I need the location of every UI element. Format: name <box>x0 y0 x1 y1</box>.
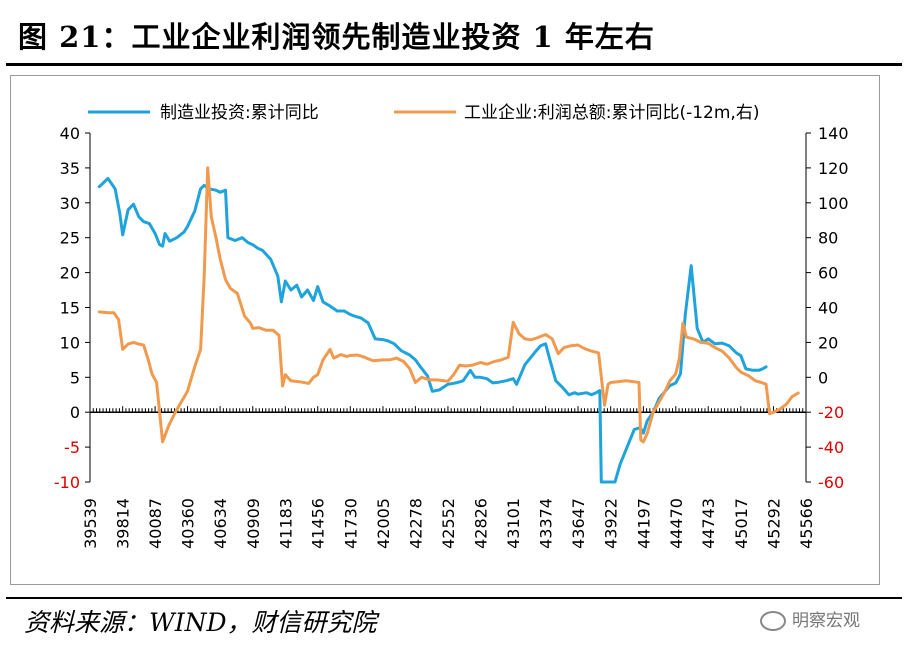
legend-label-orange: 工业企业:利润总额:累计同比(-12m,右) <box>464 103 759 123</box>
x-tick-label: 43922 <box>602 498 621 549</box>
wechat-icon <box>760 611 786 631</box>
figure-title: 图 21：工业企业利润领先制造业投资 1 年左右 <box>18 20 655 54</box>
x-tick-label: 41456 <box>309 498 328 549</box>
x-tick-label: 40909 <box>244 498 263 549</box>
series-line-manufacturing-investment <box>97 176 768 484</box>
y-right-tick-label: 80 <box>818 229 838 248</box>
y-right-tick-label: -60 <box>818 473 844 492</box>
x-tick-label: 40634 <box>211 498 230 549</box>
series-lines <box>97 166 800 484</box>
y-right-tick-label: 0 <box>818 368 828 387</box>
y-left-tick-label: 20 <box>60 264 80 283</box>
y-right-tick-label: -40 <box>818 438 844 457</box>
x-tick-label: 42005 <box>374 498 393 549</box>
y-left-tick-label: -10 <box>54 473 80 492</box>
y-left-tick-label: 25 <box>60 229 80 248</box>
y-right-tick-label: 120 <box>818 159 849 178</box>
x-tick-label: 40087 <box>146 498 165 549</box>
y-right-tick-label: 140 <box>818 124 849 143</box>
legend: 制造业投资:累计同比 工业企业:利润总额:累计同比(-12m,右) <box>88 103 759 123</box>
watermark: 明察宏观 <box>760 606 860 631</box>
x-tick-label: 39539 <box>81 498 100 549</box>
x-tick-label: 40360 <box>179 498 198 549</box>
x-tick-label: 42552 <box>439 498 458 549</box>
x-tick-label: 44197 <box>634 498 653 549</box>
x-tick-label: 45292 <box>764 498 783 549</box>
title-rule <box>6 63 902 66</box>
x-tick-label: 43374 <box>537 498 556 549</box>
y-right-tick-label: 40 <box>818 299 838 318</box>
legend-label-blue: 制造业投资:累计同比 <box>160 103 319 123</box>
chart-frame <box>10 75 880 585</box>
x-tick-label: 44743 <box>699 498 718 549</box>
y-right-tick-label: -20 <box>818 403 844 422</box>
x-tick-label: 45566 <box>797 498 816 549</box>
y-left-tick-label: 40 <box>60 124 80 143</box>
y-left-tick-label: 10 <box>60 333 80 352</box>
x-tick-label: 41183 <box>276 498 295 549</box>
source-note: 资料来源：WIND，财信研究院 <box>24 608 377 637</box>
y-right-tick-label: 100 <box>818 194 849 213</box>
y-left-tick-label: 0 <box>70 403 80 422</box>
x-tick-label: 43647 <box>569 498 588 549</box>
y-left-tick-label: 5 <box>70 368 80 387</box>
y-right-tick-label: 20 <box>818 333 838 352</box>
y-left-tick-label: 35 <box>60 159 80 178</box>
y-left-tick-label: -5 <box>64 438 80 457</box>
x-tick-label: 44470 <box>667 498 686 549</box>
x-tick-label: 43101 <box>504 498 523 549</box>
source-rule <box>6 597 902 599</box>
watermark-text: 明察宏观 <box>792 611 860 631</box>
x-tick-label: 42278 <box>406 498 425 549</box>
y-left-tick-label: 15 <box>60 299 80 318</box>
x-tick-label: 45017 <box>732 498 751 549</box>
x-tick-label: 39814 <box>114 498 133 549</box>
axes: 40 35 30 25 20 15 10 5 0 -5 -10 140 120 100 80 60 40 20 0 -… <box>54 124 849 549</box>
series-line-industrial-profit <box>97 166 800 444</box>
y-right-tick-label: 60 <box>818 264 838 283</box>
x-tick-label: 41730 <box>341 498 360 549</box>
x-tick-label: 42826 <box>471 498 490 549</box>
y-left-tick-label: 30 <box>60 194 80 213</box>
